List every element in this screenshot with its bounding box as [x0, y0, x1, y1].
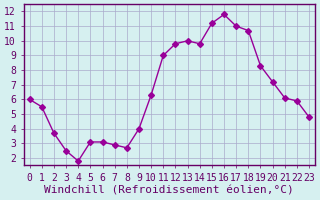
X-axis label: Windchill (Refroidissement éolien,°C): Windchill (Refroidissement éolien,°C): [44, 186, 294, 196]
